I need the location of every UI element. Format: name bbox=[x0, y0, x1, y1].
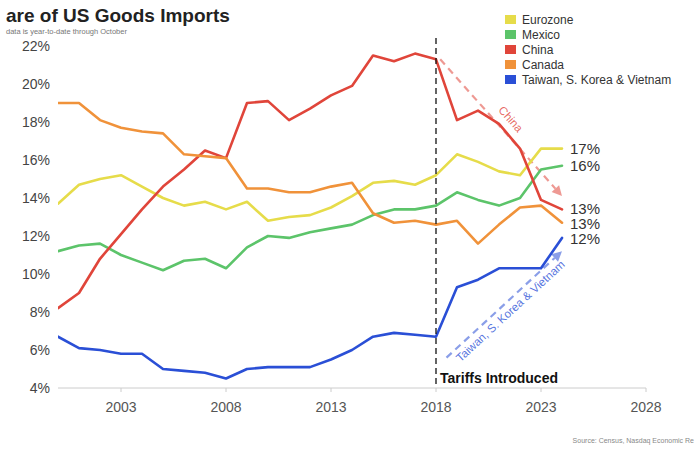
legend-label: Mexico bbox=[522, 28, 560, 42]
series-line bbox=[58, 103, 562, 244]
x-tick-label: 2008 bbox=[210, 399, 241, 415]
legend-swatch bbox=[505, 15, 516, 24]
annotation-labels: Tariffs Introduced China Taiwan, S. Korea … bbox=[440, 104, 567, 386]
x-tick bbox=[331, 388, 332, 392]
legend-label: Canada bbox=[522, 58, 564, 72]
subtitle: data is year-to-date through October bbox=[6, 27, 127, 36]
y-tick-label: 14% bbox=[22, 190, 50, 206]
x-tick bbox=[436, 388, 437, 392]
x-tick bbox=[226, 388, 227, 392]
legend-swatch bbox=[505, 30, 516, 39]
y-tick-label: 18% bbox=[22, 114, 50, 130]
end-label: 12% bbox=[570, 230, 600, 247]
x-tick-label: 2023 bbox=[525, 399, 556, 415]
end-label: 17% bbox=[570, 140, 600, 157]
trend-label: China bbox=[496, 104, 525, 135]
chart: are of US Goods Importsdata is year-to-d… bbox=[0, 0, 700, 450]
trend-arrow bbox=[447, 258, 555, 358]
x-axis-line bbox=[58, 388, 646, 389]
y-tick-label: 8% bbox=[30, 304, 50, 320]
x-tick bbox=[121, 388, 122, 392]
end-label: 16% bbox=[570, 157, 600, 174]
legend-swatch bbox=[505, 75, 516, 84]
y-tick-label: 22% bbox=[22, 38, 50, 54]
x-tick-label: 2003 bbox=[105, 399, 136, 415]
trend-arrow-head bbox=[552, 185, 562, 196]
x-tick-label: 2018 bbox=[420, 399, 451, 415]
y-tick-label: 6% bbox=[30, 342, 50, 358]
title: are of US Goods Imports bbox=[6, 5, 230, 26]
background bbox=[0, 0, 700, 450]
y-tick-label: 12% bbox=[22, 228, 50, 244]
y-tick-label: 16% bbox=[22, 152, 50, 168]
x-tick bbox=[541, 388, 542, 392]
series-line bbox=[58, 238, 562, 379]
trend-label: Taiwan, S. Korea & Vietnam bbox=[454, 258, 567, 364]
event-line bbox=[435, 38, 436, 388]
legend-label: China bbox=[522, 43, 554, 57]
x-tick-label: 2028 bbox=[630, 399, 661, 415]
event-label: Tariffs Introduced bbox=[440, 370, 558, 386]
x-tick bbox=[646, 388, 647, 392]
series-line bbox=[58, 149, 562, 221]
y-tick-label: 4% bbox=[30, 380, 50, 396]
y-tick-label: 20% bbox=[22, 76, 50, 92]
legend: EurozoneMexicoChinaCanadaTaiwan, S. Kore… bbox=[505, 13, 671, 87]
y-tick-label: 10% bbox=[22, 266, 50, 282]
series-line bbox=[58, 54, 562, 309]
legend-label: Eurozone bbox=[522, 13, 574, 27]
x-tick-label: 2013 bbox=[315, 399, 346, 415]
legend-label: Taiwan, S. Korea & Vietnam bbox=[522, 73, 671, 87]
legend-swatch bbox=[505, 45, 516, 54]
legend-swatch bbox=[505, 60, 516, 69]
source: Source: Census, Nasdaq Economic Re bbox=[573, 437, 694, 445]
